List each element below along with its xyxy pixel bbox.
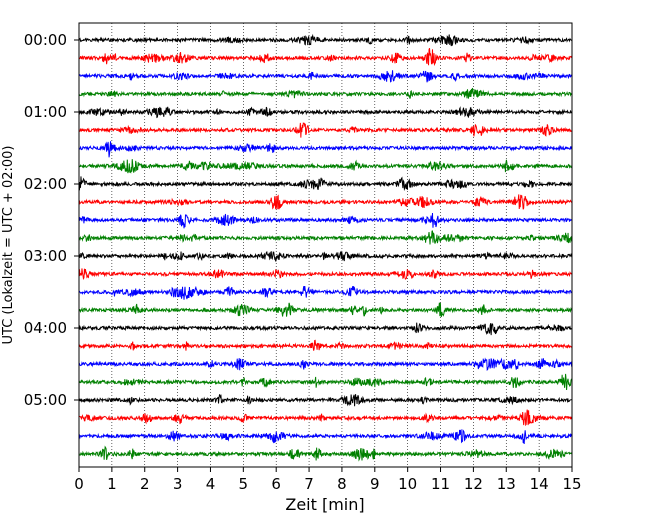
seismogram-trace [78,429,573,444]
seismogram-trace [78,87,573,99]
x-tick-label: 3 [173,475,183,493]
y-axis-label: UTC (Lokalzeit = UTC + 02:00) [1,146,16,345]
x-axis-label: Zeit [min] [285,495,364,514]
x-axis-ticks: 0 1 2 3 4 5 6 7 8 9 10 11 12 13 14 15 [74,467,582,493]
x-tick-label: 11 [431,475,450,493]
plot-frame [78,22,573,468]
seismogram-trace [78,445,573,462]
x-tick-label: 2 [140,475,150,493]
y-tick-label: 03:00 [24,247,67,265]
seismogram-trace [78,339,573,351]
seismogram-trace [78,176,573,192]
x-tick-label: 5 [239,475,249,493]
x-tick-label: 8 [337,475,347,493]
seismogram-trace [78,47,573,67]
seismogram-trace [78,285,573,300]
x-tick-label: 7 [304,475,314,493]
y-tick-label: 04:00 [24,319,67,337]
x-tick-label: 15 [562,475,581,493]
x-tick-label: 0 [74,475,84,493]
x-tick-label: 4 [206,475,216,493]
seismogram-trace [78,159,573,174]
y-axis-ticks: 00:00 01:00 02:00 03:00 04:00 05:00 [24,31,79,409]
y-tick-label: 05:00 [24,391,67,409]
x-tick-label: 9 [370,475,380,493]
trace-group [78,33,573,462]
seismogram-trace [78,250,573,262]
seismogram-trace [78,212,573,229]
x-tick-label: 14 [530,475,549,493]
x-tick-label: 1 [107,475,117,493]
seismogram-trace [78,106,573,119]
seismogram-trace [78,357,573,372]
y-tick-label: 01:00 [24,103,67,121]
seismogram-trace [78,122,573,138]
x-tick-label: 10 [398,475,417,493]
seismogram-trace [78,373,573,390]
minute-grid [111,23,540,467]
y-tick-label: 00:00 [24,31,67,49]
y-tick-label: 02:00 [24,175,67,193]
seismogram-trace [78,322,573,336]
seismogram-trace [78,302,573,318]
seismogram-trace [78,409,573,427]
seismogram-trace [78,230,573,245]
x-tick-label: 12 [464,475,483,493]
seismogram-trace [78,33,573,47]
seismogram-trace [78,268,573,280]
seismogram-trace [78,194,573,210]
x-tick-label: 6 [271,475,281,493]
seismogram-trace [78,394,573,407]
x-tick-label: 13 [497,475,516,493]
seismogram-trace [78,141,573,158]
seismogram-trace [78,70,573,83]
